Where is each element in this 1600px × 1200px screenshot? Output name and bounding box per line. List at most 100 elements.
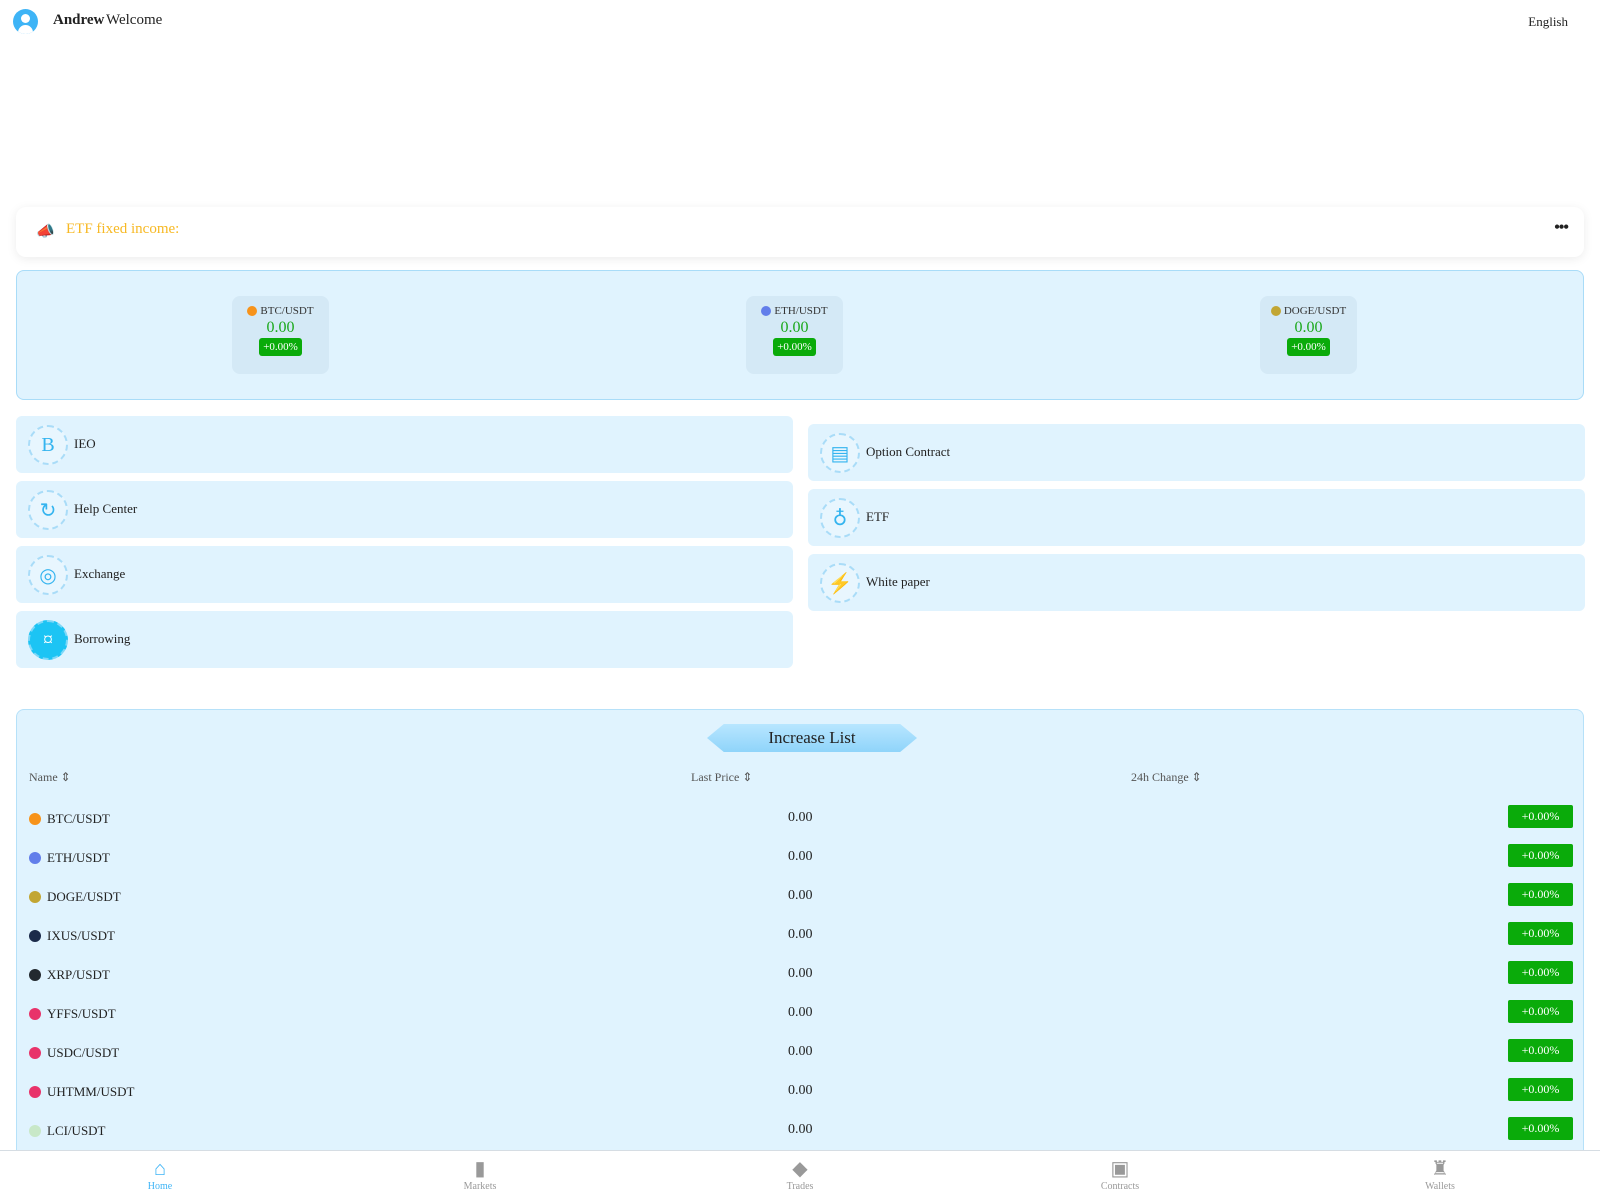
- last-price: 0.00: [788, 810, 813, 825]
- table-row[interactable]: UHTMM/USDT 0.00 +0.00%: [17, 1076, 1585, 1115]
- pair-name: ETH/USDT: [47, 850, 110, 865]
- wallet-bag-icon: ♜: [1431, 1158, 1449, 1180]
- coin-icon: [29, 1047, 41, 1059]
- ticker-card[interactable]: DOGE/USDT 0.00 +0.00%: [1260, 296, 1357, 374]
- change-badge: +0.00%: [1508, 844, 1573, 867]
- lightbulb-icon: ⚡: [820, 563, 860, 603]
- coin-icon: [1270, 306, 1281, 316]
- nav-markets[interactable]: ▮ Markets: [440, 1157, 520, 1192]
- nav-label: Wallets: [1425, 1181, 1455, 1192]
- table-row[interactable]: DOGE/USDT 0.00 +0.00%: [17, 881, 1585, 920]
- nav-label: Contracts: [1100, 1181, 1140, 1192]
- nav-trades[interactable]: ◆ Trades: [760, 1157, 840, 1192]
- menu-label: Borrowing: [74, 631, 131, 646]
- ticker-panel: BTC/USDT 0.00 +0.00% ETH/USDT 0.00 +0.00…: [16, 270, 1584, 400]
- avatar-icon[interactable]: [13, 9, 38, 34]
- coin-icon: [29, 1086, 41, 1098]
- menu-item-option-contract[interactable]: ▤ Option Contract: [808, 424, 1585, 481]
- welcome-text: Welcome: [106, 12, 163, 28]
- table-row[interactable]: LCI/USDT 0.00 +0.00%: [17, 1115, 1585, 1154]
- menu-item-ieo[interactable]: B IEO: [16, 416, 793, 473]
- coin-icon: [29, 1125, 41, 1137]
- notice-text: ETF fixed income:: [66, 221, 180, 237]
- coin-icon: [247, 306, 258, 316]
- notice-bar[interactable]: 📣 ETF fixed income: •••: [16, 207, 1584, 257]
- table-row[interactable]: XRP/USDT 0.00 +0.00%: [17, 959, 1585, 998]
- nav-label: Home: [147, 1181, 173, 1192]
- table-row[interactable]: YFFS/USDT 0.00 +0.00%: [17, 998, 1585, 1037]
- pair-name: IXUS/USDT: [47, 928, 115, 943]
- more-button[interactable]: •••: [1554, 219, 1569, 236]
- last-price: 0.00: [788, 1122, 813, 1137]
- bar-chart-icon: ▮: [474, 1158, 486, 1180]
- support-icon: ↻: [28, 490, 68, 530]
- ticker-price: 0.00: [780, 319, 809, 336]
- coin-icon: [29, 891, 41, 903]
- coin-icon: [761, 306, 772, 316]
- coin-icon: [29, 1008, 41, 1020]
- home-icon: ⌂: [153, 1158, 166, 1180]
- pair-name: UHTMM/USDT: [47, 1084, 135, 1099]
- table-row[interactable]: ETH/USDT 0.00 +0.00%: [17, 842, 1585, 881]
- menu-label: Option Contract: [866, 444, 951, 459]
- nav-wallets[interactable]: ♜ Wallets: [1400, 1157, 1480, 1192]
- table-row[interactable]: IXUS/USDT 0.00 +0.00%: [17, 920, 1585, 959]
- pair-name: BTC/USDT: [47, 811, 110, 826]
- money-bag-icon: ♁: [820, 498, 860, 538]
- clipboard-icon: ▤: [820, 433, 860, 473]
- column-last-price[interactable]: Last Price ⇕: [691, 770, 753, 784]
- menu-label: ETF: [866, 509, 890, 524]
- change-badge: +0.00%: [1508, 883, 1573, 906]
- pair-name: USDC/USDT: [47, 1045, 120, 1060]
- coin-icon: [29, 852, 41, 864]
- ticker-card[interactable]: BTC/USDT 0.00 +0.00%: [232, 296, 329, 374]
- username: Andrew: [53, 12, 105, 28]
- last-price: 0.00: [788, 1083, 813, 1098]
- ticker-pair: DOGE/USDT: [1283, 305, 1347, 317]
- coin-icon: [29, 930, 41, 942]
- change-badge: +0.00%: [1508, 1000, 1573, 1023]
- menu-item-exchange[interactable]: ◎ Exchange: [16, 546, 793, 603]
- last-price: 0.00: [788, 849, 813, 864]
- menu-label: White paper: [866, 574, 930, 589]
- ticker-price: 0.00: [1294, 319, 1323, 336]
- table-row[interactable]: BTC/USDT 0.00 +0.00%: [17, 803, 1585, 842]
- list-title: Increase List: [707, 724, 917, 752]
- change-badge: +0.00%: [1508, 961, 1573, 984]
- pair-name: XRP/USDT: [47, 967, 110, 982]
- ticker-price: 0.00: [266, 319, 295, 336]
- ticker-change: +0.00%: [259, 338, 302, 356]
- ticker-card[interactable]: ETH/USDT 0.00 +0.00%: [746, 296, 843, 374]
- last-price: 0.00: [788, 966, 813, 981]
- change-badge: +0.00%: [1508, 805, 1573, 828]
- pair-name: YFFS/USDT: [47, 1006, 116, 1021]
- coin-icon: [29, 813, 41, 825]
- increase-list: Increase List Name ⇕ Last Price ⇕ 24h Ch…: [16, 709, 1584, 1169]
- ticker-change: +0.00%: [773, 338, 816, 356]
- nav-label: Markets: [463, 1181, 497, 1192]
- ticker-change: +0.00%: [1287, 338, 1330, 356]
- column-24h-change[interactable]: 24h Change ⇕: [1131, 770, 1202, 784]
- header: Andrew Welcome English: [0, 0, 1600, 44]
- nav-label: Trades: [786, 1181, 814, 1192]
- menu-label: Exchange: [74, 566, 126, 581]
- menu-item-borrowing[interactable]: ¤ Borrowing: [16, 611, 793, 668]
- nav-contracts[interactable]: ▣ Contracts: [1080, 1157, 1160, 1192]
- table-row[interactable]: USDC/USDT 0.00 +0.00%: [17, 1037, 1585, 1076]
- last-price: 0.00: [788, 1005, 813, 1020]
- bitcoin-icon: B: [28, 425, 68, 465]
- pair-name: LCI/USDT: [47, 1123, 106, 1138]
- last-price: 0.00: [788, 888, 813, 903]
- column-name[interactable]: Name ⇕: [29, 770, 71, 784]
- menu-item-white-paper[interactable]: ⚡ White paper: [808, 554, 1585, 611]
- nav-home[interactable]: ⌂ Home: [120, 1157, 200, 1192]
- last-price: 0.00: [788, 1044, 813, 1059]
- menu-item-help-center[interactable]: ↻ Help Center: [16, 481, 793, 538]
- ticker-pair: BTC/USDT: [260, 305, 314, 317]
- cube-icon: ◆: [792, 1158, 808, 1180]
- bottom-nav: ⌂ Home ▮ Markets ◆ Trades ▣ Contracts ♜ …: [0, 1150, 1600, 1200]
- ticker-pair: ETH/USDT: [774, 305, 828, 317]
- menu-item-etf[interactable]: ♁ ETF: [808, 489, 1585, 546]
- change-badge: +0.00%: [1508, 922, 1573, 945]
- language-selector[interactable]: English: [1528, 14, 1568, 29]
